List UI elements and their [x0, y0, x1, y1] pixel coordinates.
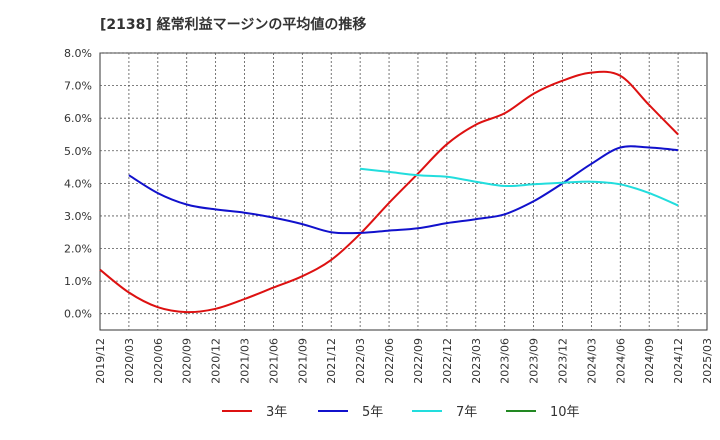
- plot-frame: [99, 52, 708, 331]
- x-tick-label: 2023/03: [470, 338, 483, 384]
- y-tick-label: 8.0%: [64, 47, 92, 60]
- x-tick-label: 2020/03: [123, 338, 136, 384]
- x-tick-label: 2021/12: [325, 338, 338, 384]
- y-tick-label: 2.0%: [64, 243, 92, 256]
- legend: 3年 5年 7年 10年: [222, 405, 580, 420]
- x-tick-label: 2022/12: [441, 338, 454, 384]
- y-tick-label: 5.0%: [64, 145, 92, 158]
- series-line-1: [99, 70, 679, 314]
- series-lines: [99, 70, 679, 314]
- x-tick-label: 2022/06: [383, 338, 396, 384]
- x-tick-label: 2021/09: [296, 338, 309, 384]
- legend-label: 3年: [266, 405, 287, 420]
- y-tick-label: 1.0%: [64, 275, 92, 288]
- x-tick-label: 2021/06: [267, 338, 280, 384]
- y-tick-label: 3.0%: [64, 210, 92, 223]
- series-line-3: [359, 167, 679, 207]
- x-tick-label: 2024/12: [672, 338, 685, 384]
- legend-label: 7年: [456, 405, 477, 420]
- chart-title: [2138] 経常利益マージンの平均値の推移: [100, 17, 367, 33]
- grid: [99, 52, 708, 331]
- y-tick-label: 6.0%: [64, 112, 92, 125]
- x-tick-label: 2020/09: [181, 338, 194, 384]
- x-tick-label: 2024/03: [585, 338, 598, 384]
- x-tick-label: 2024/06: [614, 338, 627, 384]
- legend-label: 5年: [362, 405, 383, 420]
- x-axis: 2019/12 2020/03 2020/06 2020/09 2020/12 2021/…: [94, 338, 714, 384]
- x-tick-label: 2023/09: [528, 338, 541, 384]
- x-tick-label: 2020/06: [152, 338, 165, 384]
- x-tick-label: 2022/09: [412, 338, 425, 384]
- y-tick-label: 4.0%: [64, 177, 92, 190]
- x-tick-label: 2020/12: [210, 338, 223, 384]
- x-tick-label: 2021/03: [239, 338, 252, 384]
- x-tick-label: 2025/03: [701, 338, 714, 384]
- y-axis: 0.0% 1.0% 2.0% 3.0% 4.0% 5.0% 6.0% 7.0% 8.0%: [64, 47, 92, 321]
- x-tick-label: 2022/03: [354, 338, 367, 384]
- legend-label: 10年: [550, 405, 580, 420]
- series-line-2: [128, 145, 679, 235]
- y-tick-label: 0.0%: [64, 308, 92, 321]
- x-tick-label: 2023/06: [499, 338, 512, 384]
- x-tick-label: 2023/12: [556, 338, 569, 384]
- x-tick-label: 2019/12: [94, 338, 107, 384]
- x-tick-label: 2024/09: [643, 338, 656, 384]
- y-tick-label: 7.0%: [64, 80, 92, 93]
